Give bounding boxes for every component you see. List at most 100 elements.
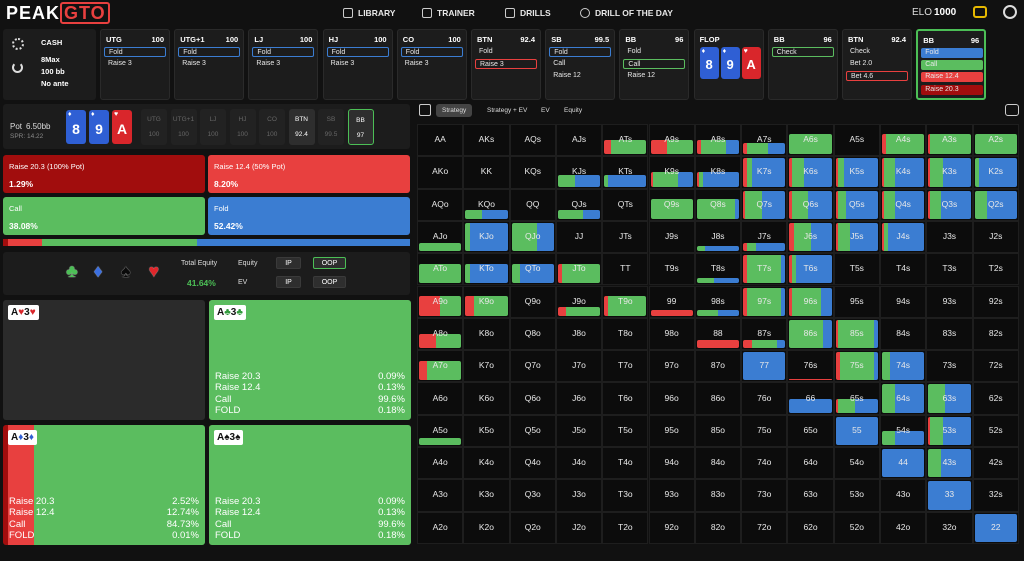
hand-cell[interactable]: 52o: [833, 511, 880, 544]
hand-cell[interactable]: 87s: [741, 317, 788, 351]
hand-cell[interactable]: J2s: [972, 220, 1019, 254]
action-option[interactable]: Raise 12: [553, 72, 581, 80]
hand-cell[interactable]: QTs: [602, 188, 649, 221]
action-option[interactable]: Raise 3: [182, 60, 206, 68]
hand-cell[interactable]: 98s: [694, 285, 742, 318]
hand-cell[interactable]: A3o: [417, 479, 464, 512]
hand-cell[interactable]: 92o: [648, 511, 695, 544]
hand-cell[interactable]: 42s: [972, 447, 1019, 480]
action-option[interactable]: Raise 12.4: [921, 72, 984, 83]
hand-cell[interactable]: J7s: [741, 220, 788, 254]
hand-cell[interactable]: K7s: [741, 156, 788, 189]
hand-cell[interactable]: Q3o: [509, 479, 556, 512]
hand-cell[interactable]: T6s: [787, 253, 834, 286]
hand-cell[interactable]: A2o: [417, 511, 464, 544]
hand-cell[interactable]: 92s: [972, 285, 1019, 318]
action-option[interactable]: Raise 3: [256, 60, 281, 68]
action-option[interactable]: Fold: [326, 47, 389, 57]
action-card[interactable]: BB 96 Fold Call Raise 12: [619, 29, 690, 100]
hand-cell[interactable]: 44: [880, 447, 927, 480]
hand-cell[interactable]: 94s: [880, 285, 927, 318]
action-card[interactable]: SB 99.5 Fold Call Raise 12: [545, 29, 616, 100]
hand-cell[interactable]: K5o: [463, 414, 510, 447]
hand-cell[interactable]: K5s: [833, 156, 880, 189]
hand-cell[interactable]: 76s: [787, 350, 834, 383]
hand-cell[interactable]: 53o: [833, 479, 880, 512]
chat-icon[interactable]: [973, 6, 987, 18]
hand-cell[interactable]: KJs: [555, 156, 603, 189]
action-card[interactable]: BTN 92.4 Fold Raise 3: [471, 29, 541, 100]
hand-cell[interactable]: AKs: [463, 124, 510, 157]
hand-cell[interactable]: Q8o: [509, 317, 556, 351]
suit-filter[interactable]: ♣: [66, 261, 78, 281]
hand-cell[interactable]: A5s: [833, 124, 880, 157]
action-option[interactable]: Fold: [252, 47, 315, 57]
hand-cell[interactable]: 88: [694, 317, 742, 351]
hand-cell[interactable]: K8o: [463, 317, 510, 351]
action-option[interactable]: Fold: [479, 48, 493, 55]
hand-cell[interactable]: J8s: [694, 220, 742, 254]
action-card[interactable]: LJ 100 Fold Raise 3: [248, 29, 319, 100]
hand-cell[interactable]: 55: [833, 414, 880, 447]
hand-cell[interactable]: 53s: [926, 414, 973, 447]
nav-link[interactable]: DRILLS: [520, 8, 551, 18]
action-option[interactable]: Fold: [104, 47, 166, 57]
suit-filter[interactable]: ♠: [121, 261, 131, 281]
action-option[interactable]: Fold: [178, 47, 241, 57]
action-card[interactable]: HJ 100 Fold Raise 3: [322, 29, 393, 100]
action-card[interactable]: BTN 92.4 Check Bet 2.0 Bet 4.6: [842, 29, 912, 100]
hand-cell[interactable]: 63s: [926, 382, 973, 415]
hand-cell[interactable]: 99: [648, 285, 695, 318]
hand-cell[interactable]: AJs: [555, 124, 603, 157]
hand-cell[interactable]: 32o: [926, 511, 973, 544]
hand-cell[interactable]: Q7s: [741, 188, 788, 221]
hand-cell[interactable]: A9o: [417, 285, 464, 318]
suit-filter[interactable]: ♦: [93, 261, 103, 281]
hand-cell[interactable]: 84s: [880, 317, 927, 351]
hand-cell[interactable]: T3o: [602, 479, 649, 512]
settings-icon[interactable]: [1005, 104, 1019, 116]
hand-cell[interactable]: Q5o: [509, 414, 556, 447]
hand-cell[interactable]: J2o: [555, 511, 603, 544]
hand-cell[interactable]: Q4s: [880, 188, 927, 221]
hand-cell[interactable]: ATs: [602, 124, 649, 157]
action-option[interactable]: Raise 3: [330, 60, 355, 68]
hand-cell[interactable]: 86o: [694, 382, 742, 415]
hand-cell[interactable]: 65s: [833, 382, 880, 415]
hand-cell[interactable]: 73s: [926, 350, 973, 383]
hand-cell[interactable]: QQ: [509, 188, 556, 221]
hand-cell[interactable]: 98o: [648, 317, 695, 351]
hand-cell[interactable]: A4o: [417, 447, 464, 480]
hand-cell[interactable]: J4o: [555, 447, 603, 480]
nav-link[interactable]: DRILL OF THE DAY: [595, 8, 673, 18]
tab[interactable]: Strategy: [436, 104, 473, 117]
hand-cell[interactable]: 63o: [787, 479, 834, 512]
hand-cell[interactable]: J5s: [833, 220, 880, 254]
hand-cell[interactable]: T9s: [648, 253, 695, 286]
hand-cell[interactable]: ATo: [417, 253, 464, 286]
hand-cell[interactable]: 64o: [787, 447, 834, 480]
hand-cell[interactable]: A8o: [417, 317, 464, 351]
hand-cell[interactable]: Q8s: [694, 188, 742, 221]
hand-cell[interactable]: 52s: [972, 414, 1019, 447]
view-icon[interactable]: [419, 104, 431, 116]
hand-cell[interactable]: 74o: [741, 447, 788, 480]
hand-cell[interactable]: 72s: [972, 350, 1019, 383]
hand-cell[interactable]: 66: [787, 382, 834, 415]
nav-link[interactable]: TRAINER: [437, 8, 475, 18]
hand-cell[interactable]: 73o: [741, 479, 788, 512]
hand-cell[interactable]: 54s: [880, 414, 927, 447]
hand-cell[interactable]: 43o: [880, 479, 927, 512]
hand-cell[interactable]: 64s: [880, 382, 927, 415]
action-card[interactable]: UTG+1 100 Fold Raise 3: [174, 29, 245, 100]
hand-cell[interactable]: A9s: [648, 124, 695, 157]
hand-cell[interactable]: 97s: [741, 285, 788, 318]
hand-cell[interactable]: 77: [741, 350, 788, 383]
hand-cell[interactable]: 93s: [926, 285, 973, 318]
hand-cell[interactable]: T8o: [602, 317, 649, 351]
hand-cell[interactable]: K2o: [463, 511, 510, 544]
hand-cell[interactable]: Q2s: [972, 188, 1019, 221]
action-option[interactable]: Bet 4.6: [846, 71, 908, 82]
hand-cell[interactable]: KQs: [509, 156, 556, 189]
action-option[interactable]: Check: [771, 47, 834, 57]
